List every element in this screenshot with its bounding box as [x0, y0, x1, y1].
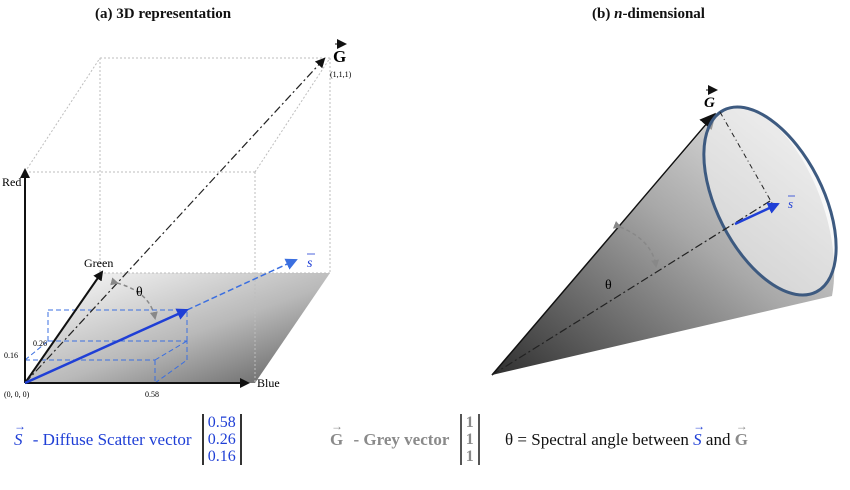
panel-b-title-n: n — [614, 6, 623, 22]
scatter-vector-symbol-a: s — [307, 256, 313, 271]
legend-grey-label: - Grey vector — [353, 429, 450, 449]
green-axis — [24, 270, 104, 384]
scatter-vector-label-b: s — [788, 195, 795, 211]
legend-scatter-value: 0.16 — [207, 448, 236, 465]
legend-grey-value: 1 — [465, 431, 474, 448]
angle-label-b: θ — [605, 278, 612, 293]
grey-vector-symbol-b: G — [704, 95, 715, 111]
legend-grey-value: 1 — [465, 448, 474, 465]
cone-edge-g — [491, 112, 716, 376]
angle-label-a: θ — [136, 285, 143, 300]
legend-scatter-symbol: → S — [14, 418, 26, 449]
panel-b-figure: θ G s — [491, 85, 838, 376]
angle-arc-b — [612, 221, 660, 268]
legend-angle-g: → G — [734, 419, 748, 449]
tick-green: 0.26 — [33, 339, 47, 348]
cone-base — [702, 105, 838, 297]
scatter-vector-dashed — [186, 258, 298, 311]
cone-axis — [491, 200, 771, 376]
blue-axis-label: Blue — [257, 376, 280, 390]
scatter-vector-label-a: s — [307, 253, 315, 271]
legend-grey-values: 1 1 1 — [459, 414, 480, 465]
legend-scatter-value: 0.26 — [207, 431, 236, 448]
panel-b-title-prefix: (b) — [592, 6, 615, 22]
panel-b-title-suffix: -dimensional — [622, 6, 705, 22]
grey-vector-coords: (1,1,1) — [330, 70, 352, 79]
cube-edges — [24, 57, 331, 383]
tick-red: 0.16 — [4, 351, 18, 360]
legend-grey: → G - Grey vector 1 1 1 — [330, 414, 480, 474]
legend-scatter-value: 0.58 — [207, 414, 236, 431]
red-axis-label: Red — [2, 175, 21, 189]
tick-blue: 0.58 — [145, 390, 159, 399]
legend-angle-symbol: θ — [505, 430, 514, 449]
grey-vector-label-a: G (1,1,1) — [330, 39, 352, 79]
grey-vector-symbol-a: G — [333, 47, 346, 66]
panel-a-figure: Red Green Blue (0, 0, 0) 0.58 0.26 0.16 … — [2, 39, 352, 399]
legend-angle-text-2: and — [705, 430, 731, 449]
diagram-canvas: Red Green Blue (0, 0, 0) 0.58 0.26 0.16 … — [2, 39, 838, 399]
scatter-vector-b — [734, 202, 780, 226]
grey-vector-label-b: G — [704, 85, 718, 111]
legend-scatter-values: 0.58 0.26 0.16 — [201, 414, 242, 465]
panel-b-title: (b) n-dimensional — [592, 6, 705, 23]
legend-angle-text-1: = Spectral angle between — [517, 430, 689, 449]
angle-arc-a — [110, 277, 158, 320]
legend-grey-symbol: → G — [330, 418, 344, 449]
projection-box — [24, 309, 188, 384]
legend-angle-s: → S — [693, 419, 706, 449]
panel-a-title: (a) 3D representation — [95, 6, 232, 22]
origin-label: (0, 0, 0) — [4, 390, 30, 399]
scatter-vector — [24, 308, 189, 385]
green-axis-label: Green — [84, 256, 113, 270]
legend-scatter-label: - Diffuse Scatter vector — [32, 429, 192, 449]
scatter-vector-symbol-b: s — [788, 196, 793, 211]
legend-scatter: → S - Diffuse Scatter vector 0.58 0.26 0.… — [14, 414, 242, 474]
g-to-s-line — [719, 111, 773, 204]
grey-vector-line — [24, 57, 326, 384]
legend-grey-value: 1 — [465, 414, 474, 431]
legend-angle: θ = Spectral angle between → S and → G — [505, 419, 748, 490]
